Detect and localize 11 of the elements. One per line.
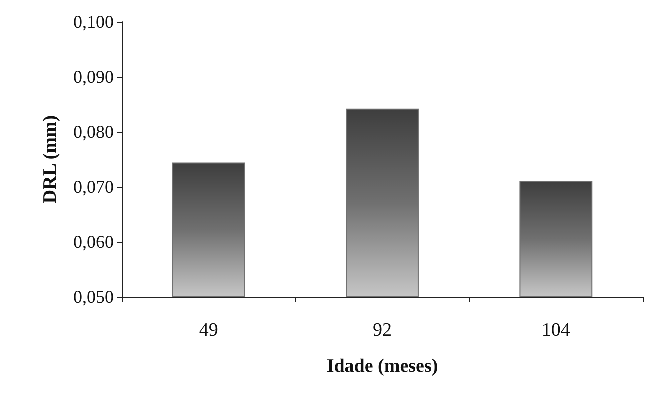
x-tick-label: 49 (199, 320, 218, 341)
y-tick-label: 0,050 (74, 287, 114, 307)
y-tick-label: 0,070 (74, 177, 114, 197)
y-tick-label: 0,080 (74, 122, 114, 142)
x-axis-title: Idade (meses) (326, 356, 438, 377)
x-tick-label: 104 (542, 320, 571, 341)
y-axis-title: DRL (mm) (40, 115, 61, 204)
x-tick-label: 92 (373, 320, 392, 341)
y-tick-label: 0,090 (74, 67, 114, 87)
y-tick-label: 0,060 (74, 232, 114, 252)
y-tick-label: 0,100 (74, 12, 114, 32)
